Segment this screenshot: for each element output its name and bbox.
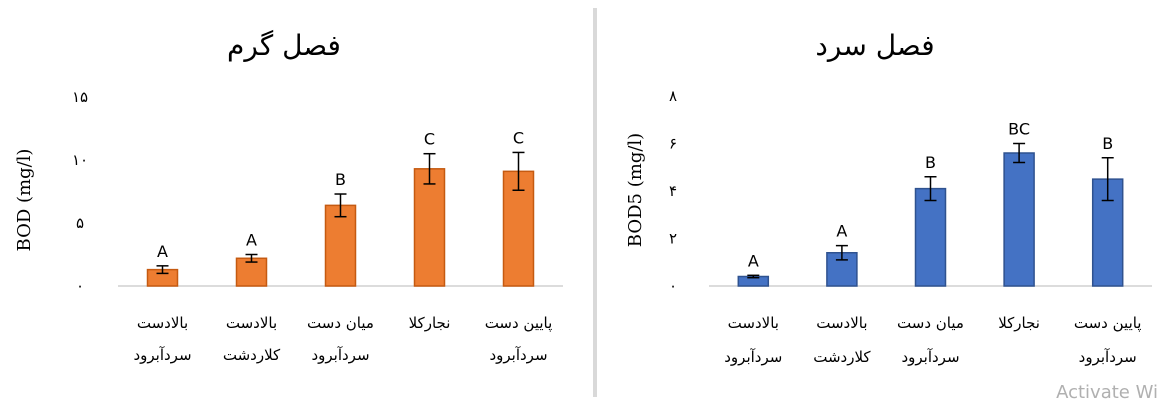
y-axis-label: BOD (mg/l): [14, 149, 35, 252]
bar-chart-cold-season: فصل سرد BOD5 (mg/l) ۰ ۲ ۴ ۶ ۸ A بالادست سردآبرود A…: [625, 29, 1152, 366]
x-category-label: پایین دست: [485, 314, 553, 333]
y-tick-label: ۴: [669, 182, 677, 200]
bar: [324, 204, 357, 287]
group-label: BC: [1008, 120, 1030, 139]
x-category-label: کلاردشت: [813, 348, 871, 366]
group-label: B: [1102, 134, 1113, 153]
group-label: A: [836, 222, 847, 241]
panel-divider: [593, 8, 597, 397]
x-category-label: کلاردشت: [223, 346, 281, 364]
bar: [1003, 152, 1035, 287]
x-category-label: سردآبرود: [489, 346, 547, 364]
x-category-label: بالادست: [728, 314, 779, 332]
y-tick-label: ۰: [76, 277, 84, 295]
y-tick-label: ۵: [76, 214, 84, 232]
x-category-label: سردآبرود: [133, 346, 191, 364]
bar: [235, 257, 268, 287]
bar: [413, 168, 446, 287]
chart-panel-cold-season: فصل سرد BOD5 (mg/l) ۰ ۲ ۴ ۶ ۸ A بالادست سردآبرود A…: [597, 0, 1162, 397]
y-tick-label: ۰: [669, 277, 677, 295]
bar: [914, 187, 947, 287]
x-category-label: میان دست: [307, 314, 374, 332]
y-axis-label: BOD5 (mg/l): [625, 133, 646, 247]
group-label: A: [246, 231, 257, 250]
x-category-label: پایین دست: [1074, 314, 1142, 333]
bar-chart-warm-season: فصل گرم BOD (mg/l) ۰ ۵ ۱۰ ۱۵ A بالادست سردآبرود A…: [14, 29, 563, 364]
y-tick-label: ۶: [669, 135, 677, 153]
group-label: C: [513, 128, 524, 147]
y-tick-label: ۲: [669, 230, 677, 248]
x-category-label: نجارکلا: [998, 314, 1040, 332]
x-category-label: سردآبرود: [1079, 348, 1137, 366]
x-category-label: سردآبرود: [724, 348, 782, 366]
x-category-label: میان دست: [897, 314, 964, 332]
group-label: C: [424, 130, 435, 149]
y-tick-label: ۱۵: [72, 88, 88, 106]
chart-title: فصل گرم: [227, 29, 341, 62]
chart-panel-warm-season: فصل گرم BOD (mg/l) ۰ ۵ ۱۰ ۱۵ A بالادست سردآبرود A…: [14, 29, 563, 364]
group-label: B: [925, 153, 936, 172]
group-label: A: [748, 251, 759, 270]
x-category-label: بالادست: [137, 314, 188, 332]
chart-title: فصل سرد: [815, 29, 934, 62]
windows-activation-watermark: Activate Wi: [1056, 382, 1158, 403]
y-tick-label: ۱۰: [72, 151, 88, 169]
group-label: A: [157, 242, 168, 261]
x-category-label: بالادست: [816, 314, 867, 332]
x-category-label: سردآبرود: [311, 346, 369, 364]
y-tick-label: ۸: [669, 87, 677, 105]
x-category-label: بالادست: [226, 314, 277, 332]
group-label: B: [335, 170, 346, 189]
x-category-label: سردآبرود: [901, 348, 959, 366]
x-category-label: نجارکلا: [409, 314, 451, 332]
